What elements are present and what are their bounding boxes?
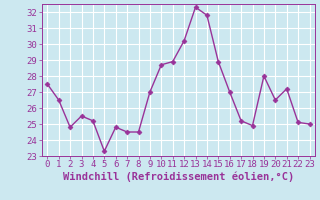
X-axis label: Windchill (Refroidissement éolien,°C): Windchill (Refroidissement éolien,°C) [63, 172, 294, 182]
